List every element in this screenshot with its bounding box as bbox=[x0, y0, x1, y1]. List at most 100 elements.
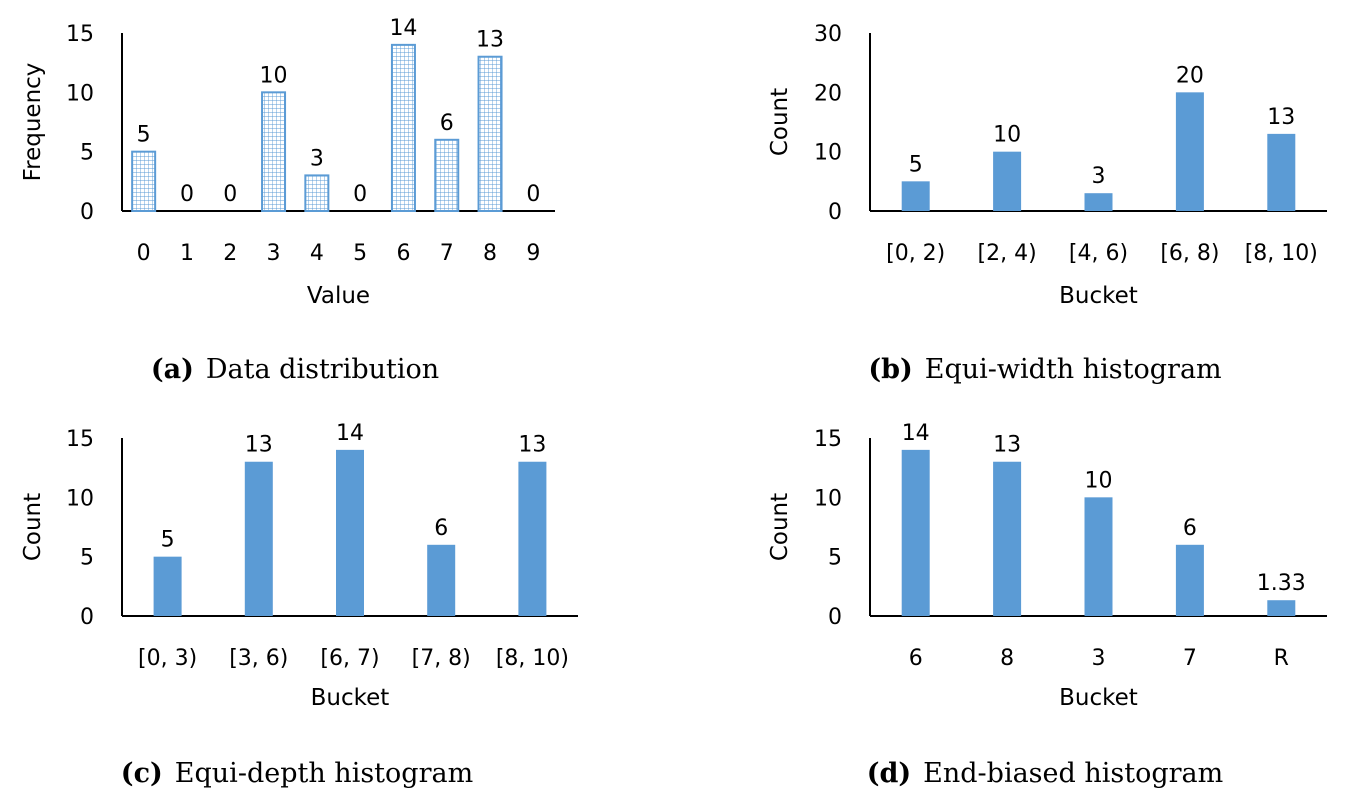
bar bbox=[1084, 193, 1113, 211]
x-tick-label: [7, 8) bbox=[412, 646, 471, 671]
y-tick-label: 20 bbox=[814, 81, 842, 106]
y-tick-label: 10 bbox=[66, 81, 94, 106]
x-tick-label: 6 bbox=[396, 241, 410, 266]
data-label: 14 bbox=[336, 421, 364, 446]
x-tick-label: [3, 6) bbox=[229, 646, 288, 671]
bar bbox=[131, 150, 157, 213]
x-tick-label: 9 bbox=[526, 241, 540, 266]
x-tick-label: 5 bbox=[353, 241, 367, 266]
data-label: 5 bbox=[161, 528, 175, 553]
x-axis-title: Bucket bbox=[1059, 283, 1138, 309]
data-label: 6 bbox=[1183, 516, 1197, 541]
bar bbox=[1175, 92, 1204, 211]
x-tick-label: 8 bbox=[483, 241, 497, 266]
x-tick-label: 6 bbox=[909, 646, 923, 671]
data-label: 6 bbox=[434, 516, 448, 541]
y-tick-label: 5 bbox=[828, 546, 842, 571]
bar bbox=[261, 91, 287, 212]
x-tick-label: [8, 10) bbox=[496, 646, 569, 671]
x-tick-label: 2 bbox=[223, 241, 237, 266]
x-axis-title: Bucket bbox=[311, 685, 390, 711]
y-axis-title: Count bbox=[20, 493, 46, 561]
data-label: 13 bbox=[476, 28, 504, 53]
x-tick-label: [4, 6) bbox=[1069, 241, 1128, 266]
data-label: 0 bbox=[223, 182, 237, 207]
y-tick-label: 0 bbox=[828, 200, 842, 225]
bar bbox=[153, 556, 182, 616]
x-tick-label: 3 bbox=[1092, 646, 1106, 671]
caption-text: End-biased histogram bbox=[923, 758, 1223, 789]
data-label: 14 bbox=[902, 421, 930, 446]
x-tick-label: [8, 10) bbox=[1245, 241, 1318, 266]
x-axis-title: Value bbox=[307, 283, 370, 309]
x-tick-label: [0, 2) bbox=[886, 241, 945, 266]
bar bbox=[518, 461, 547, 616]
data-label: 13 bbox=[1267, 105, 1295, 130]
bar bbox=[336, 449, 364, 616]
bar bbox=[434, 138, 460, 212]
y-axis-title: Count bbox=[767, 493, 793, 561]
caption-tag: (a) bbox=[151, 354, 194, 385]
x-tick-label: 7 bbox=[1183, 646, 1197, 671]
bar bbox=[993, 151, 1022, 211]
bar bbox=[1267, 133, 1296, 211]
chart-d: 0 5 10 15 14 6 13 8 10 3 6 7 1.33 R Bucket Count (d) End-… bbox=[767, 421, 1327, 789]
subfigure-caption: (b) Equi-width histogram bbox=[868, 354, 1221, 385]
x-tick-label: R bbox=[1274, 646, 1289, 671]
chart-c: 0 5 10 15 5 [0, 3) 13 [3, 6) 14 [6, 7) 6 [7, 8) 13 [8… bbox=[20, 421, 578, 789]
y-tick-label: 0 bbox=[828, 605, 842, 630]
bar bbox=[993, 461, 1022, 616]
subfigure-caption: (a) Data distribution bbox=[151, 354, 439, 385]
y-tick-label: 0 bbox=[80, 200, 94, 225]
bar bbox=[1175, 544, 1204, 616]
x-tick-label: 0 bbox=[137, 241, 151, 266]
caption-text: Equi-depth histogram bbox=[175, 758, 473, 789]
bar bbox=[1267, 600, 1296, 616]
data-label: 20 bbox=[1176, 63, 1204, 88]
caption-text: Data distribution bbox=[206, 354, 439, 385]
data-label: 0 bbox=[353, 182, 367, 207]
y-tick-label: 10 bbox=[66, 486, 94, 511]
y-tick-label: 15 bbox=[814, 427, 842, 452]
chart-b: 0 10 20 30 5 [0, 2) 10 [2, 4) 3 [4, 6) 20 [6, 8) 13 [… bbox=[767, 22, 1327, 385]
bar bbox=[390, 43, 416, 212]
data-label: 0 bbox=[180, 182, 194, 207]
data-label: 1.33 bbox=[1257, 571, 1306, 596]
x-tick-label: 3 bbox=[267, 241, 281, 266]
bar bbox=[901, 181, 930, 211]
subfigure-caption: (c) Equi-depth histogram bbox=[121, 758, 473, 789]
x-tick-label: [2, 4) bbox=[978, 241, 1037, 266]
x-tick-label: [6, 8) bbox=[1160, 241, 1219, 266]
bar bbox=[427, 544, 456, 616]
y-tick-label: 0 bbox=[80, 605, 94, 630]
data-label: 13 bbox=[993, 433, 1021, 458]
x-tick-label: [6, 7) bbox=[320, 646, 379, 671]
data-label: 0 bbox=[526, 182, 540, 207]
data-label: 5 bbox=[909, 152, 923, 177]
caption-tag: (c) bbox=[121, 758, 163, 789]
caption-text: Equi-width histogram bbox=[925, 354, 1222, 385]
x-tick-label: [0, 3) bbox=[138, 646, 197, 671]
data-label: 5 bbox=[137, 123, 151, 148]
data-label: 13 bbox=[245, 433, 273, 458]
y-tick-label: 5 bbox=[80, 546, 94, 571]
x-tick-label: 7 bbox=[440, 241, 454, 266]
caption-tag: (b) bbox=[868, 354, 912, 385]
y-axis-title: Frequency bbox=[20, 63, 46, 182]
x-tick-label: 4 bbox=[310, 241, 324, 266]
chart-a: 05101550010210334051466713809ValueFreque… bbox=[20, 16, 555, 385]
y-tick-label: 15 bbox=[66, 22, 94, 47]
y-tick-label: 15 bbox=[66, 427, 94, 452]
data-label: 10 bbox=[1085, 468, 1113, 493]
bar bbox=[1084, 497, 1113, 616]
y-axis-title: Count bbox=[767, 88, 793, 156]
data-label: 13 bbox=[518, 433, 546, 458]
data-label: 3 bbox=[310, 146, 324, 171]
bar bbox=[901, 449, 930, 616]
bar bbox=[477, 55, 503, 212]
bar bbox=[244, 461, 273, 616]
data-label: 3 bbox=[1092, 164, 1106, 189]
subfigure-caption: (d) End-biased histogram bbox=[867, 758, 1224, 789]
x-tick-label: 8 bbox=[1000, 646, 1014, 671]
